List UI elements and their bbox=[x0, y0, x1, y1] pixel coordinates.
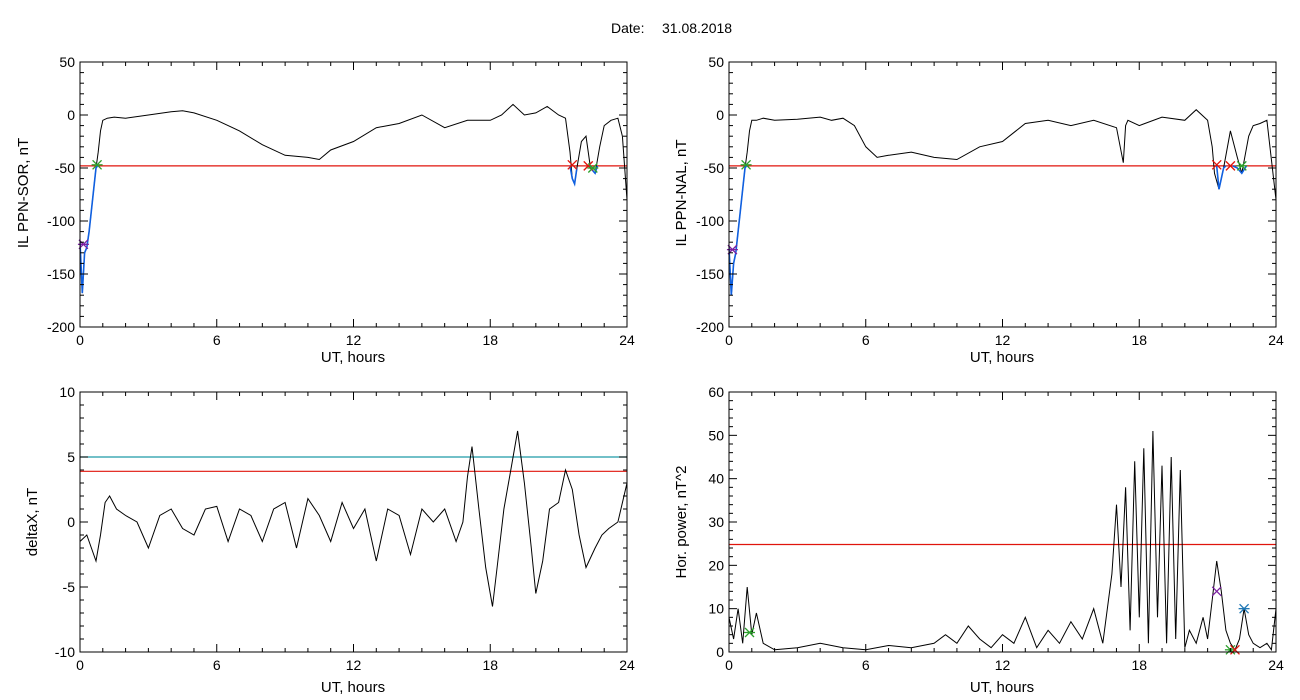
plot-frame bbox=[728, 61, 1277, 328]
marker-stroke bbox=[1230, 644, 1240, 655]
y-tick-label: 50 bbox=[59, 54, 75, 70]
x-tick-label: 6 bbox=[213, 332, 221, 348]
y-tick-label: -150 bbox=[696, 266, 724, 282]
marker-asterisk-1 bbox=[91, 159, 103, 170]
x-tick-label: 12 bbox=[995, 657, 1011, 673]
x-tick-label: 18 bbox=[482, 332, 498, 348]
x-tick-label: 12 bbox=[346, 657, 362, 673]
marker-asterisk-4 bbox=[1238, 603, 1250, 614]
marker-stroke bbox=[1211, 586, 1222, 597]
x-tick-label: 0 bbox=[76, 332, 84, 348]
date-label: Date: bbox=[611, 20, 644, 36]
panel-hor-power: Hor. power, nT^2 UT, hours bbox=[673, 466, 1034, 696]
plot-hor-power: 0 6 12 18 24 0 10 20 30 40 50 60 bbox=[708, 384, 1284, 673]
y-tick-label: 0 bbox=[67, 107, 75, 123]
x-tick-label: 24 bbox=[619, 332, 635, 348]
y-tick-label: 20 bbox=[708, 557, 724, 573]
ylabel-deltax: deltaX, nT bbox=[24, 488, 41, 556]
y-tick-label: 5 bbox=[67, 449, 75, 465]
y-tick-label: 50 bbox=[708, 54, 724, 70]
ylabel-il-ppn-nal: IL PPN-NAL, nT bbox=[673, 140, 690, 247]
plot-frame bbox=[79, 61, 628, 328]
y-tick-label: 30 bbox=[708, 514, 724, 530]
y-tick-label: -200 bbox=[47, 319, 75, 335]
x-tick-label: 18 bbox=[1131, 332, 1147, 348]
series-line-0 bbox=[80, 430, 627, 607]
x-tick-label: 0 bbox=[725, 332, 733, 348]
ylabel-hor-power: Hor. power, nT^2 bbox=[673, 466, 690, 579]
plot-il-ppn-sor: 0 6 12 18 24 -200 -150 -100 -50 0 50 bbox=[47, 54, 635, 348]
x-tick-label: 6 bbox=[862, 657, 870, 673]
y-tick-label: 0 bbox=[716, 107, 724, 123]
y-tick-label: 40 bbox=[708, 471, 724, 487]
y-tick-label: 10 bbox=[708, 601, 724, 617]
xlabel-il-ppn-nal: UT, hours bbox=[970, 349, 1034, 366]
x-tick-label: 18 bbox=[1131, 657, 1147, 673]
y-tick-label: -150 bbox=[47, 266, 75, 282]
series-line-2 bbox=[569, 165, 578, 187]
marker-cross-1 bbox=[1211, 586, 1222, 597]
marker-asterisk-0 bbox=[744, 627, 756, 638]
series-line-2 bbox=[1215, 165, 1227, 190]
x-tick-label: 24 bbox=[1268, 332, 1284, 348]
xlabel-il-ppn-sor: UT, hours bbox=[321, 349, 385, 366]
y-tick-label: -200 bbox=[696, 319, 724, 335]
x-tick-label: 24 bbox=[619, 657, 635, 673]
y-tick-label: 0 bbox=[67, 514, 75, 530]
x-tick-label: 18 bbox=[482, 657, 498, 673]
x-tick-label: 12 bbox=[995, 332, 1011, 348]
marker-asterisk-4 bbox=[1236, 160, 1248, 171]
plot-il-ppn-nal: 0 6 12 18 24 -200 -150 -100 -50 0 50 bbox=[696, 54, 1284, 348]
x-tick-label: 24 bbox=[1268, 657, 1284, 673]
marker-stroke bbox=[567, 159, 578, 170]
y-tick-label: -100 bbox=[696, 213, 724, 229]
y-tick-label: 60 bbox=[708, 384, 724, 400]
plot-deltax: 0 6 12 18 24 -10 -5 0 5 10 bbox=[55, 384, 635, 673]
y-tick-label: -50 bbox=[55, 160, 75, 176]
y-tick-label: 0 bbox=[716, 644, 724, 660]
marker-cross-3 bbox=[1230, 644, 1240, 655]
marker-asterisk-4 bbox=[587, 163, 599, 173]
y-tick-label: -50 bbox=[704, 160, 724, 176]
xlabel-hor-power: UT, hours bbox=[970, 679, 1034, 696]
x-tick-label: 6 bbox=[862, 332, 870, 348]
panel-il-ppn-sor: IL PPN-SOR, nT UT, hours bbox=[15, 138, 385, 366]
panel-il-ppn-nal: IL PPN-NAL, nT UT, hours bbox=[673, 140, 1034, 366]
y-tick-label: 50 bbox=[708, 427, 724, 443]
marker-stroke bbox=[1225, 160, 1236, 171]
date-value: 31.08.2018 bbox=[662, 20, 732, 36]
series-line-0 bbox=[729, 109, 1276, 296]
x-tick-label: 0 bbox=[725, 657, 733, 673]
y-tick-label: -5 bbox=[63, 579, 76, 595]
marker-stroke bbox=[583, 160, 594, 171]
marker-cross-2 bbox=[567, 159, 578, 170]
figure-header: Date: 31.08.2018 bbox=[611, 20, 732, 36]
marker-cross-2 bbox=[1211, 159, 1222, 170]
marker-cross-3 bbox=[1225, 160, 1236, 171]
xlabel-deltax: UT, hours bbox=[321, 679, 385, 696]
x-tick-label: 0 bbox=[76, 657, 84, 673]
marker-asterisk-1 bbox=[740, 159, 752, 170]
y-tick-label: -10 bbox=[55, 644, 75, 660]
marker-stroke bbox=[1211, 159, 1222, 170]
x-tick-label: 6 bbox=[213, 657, 221, 673]
series-line-0 bbox=[80, 103, 627, 294]
series-line-3 bbox=[1232, 165, 1248, 175]
plot-frame bbox=[728, 391, 1277, 653]
panel-deltax: deltaX, nT UT, hours bbox=[24, 488, 385, 696]
series-line-1 bbox=[729, 164, 748, 296]
series-line-1 bbox=[80, 164, 99, 294]
plot-frame bbox=[79, 391, 628, 653]
ylabel-il-ppn-sor: IL PPN-SOR, nT bbox=[15, 138, 32, 248]
series-line-0 bbox=[729, 430, 1276, 652]
x-tick-label: 12 bbox=[346, 332, 362, 348]
y-tick-label: 10 bbox=[59, 384, 75, 400]
y-tick-label: -100 bbox=[47, 213, 75, 229]
